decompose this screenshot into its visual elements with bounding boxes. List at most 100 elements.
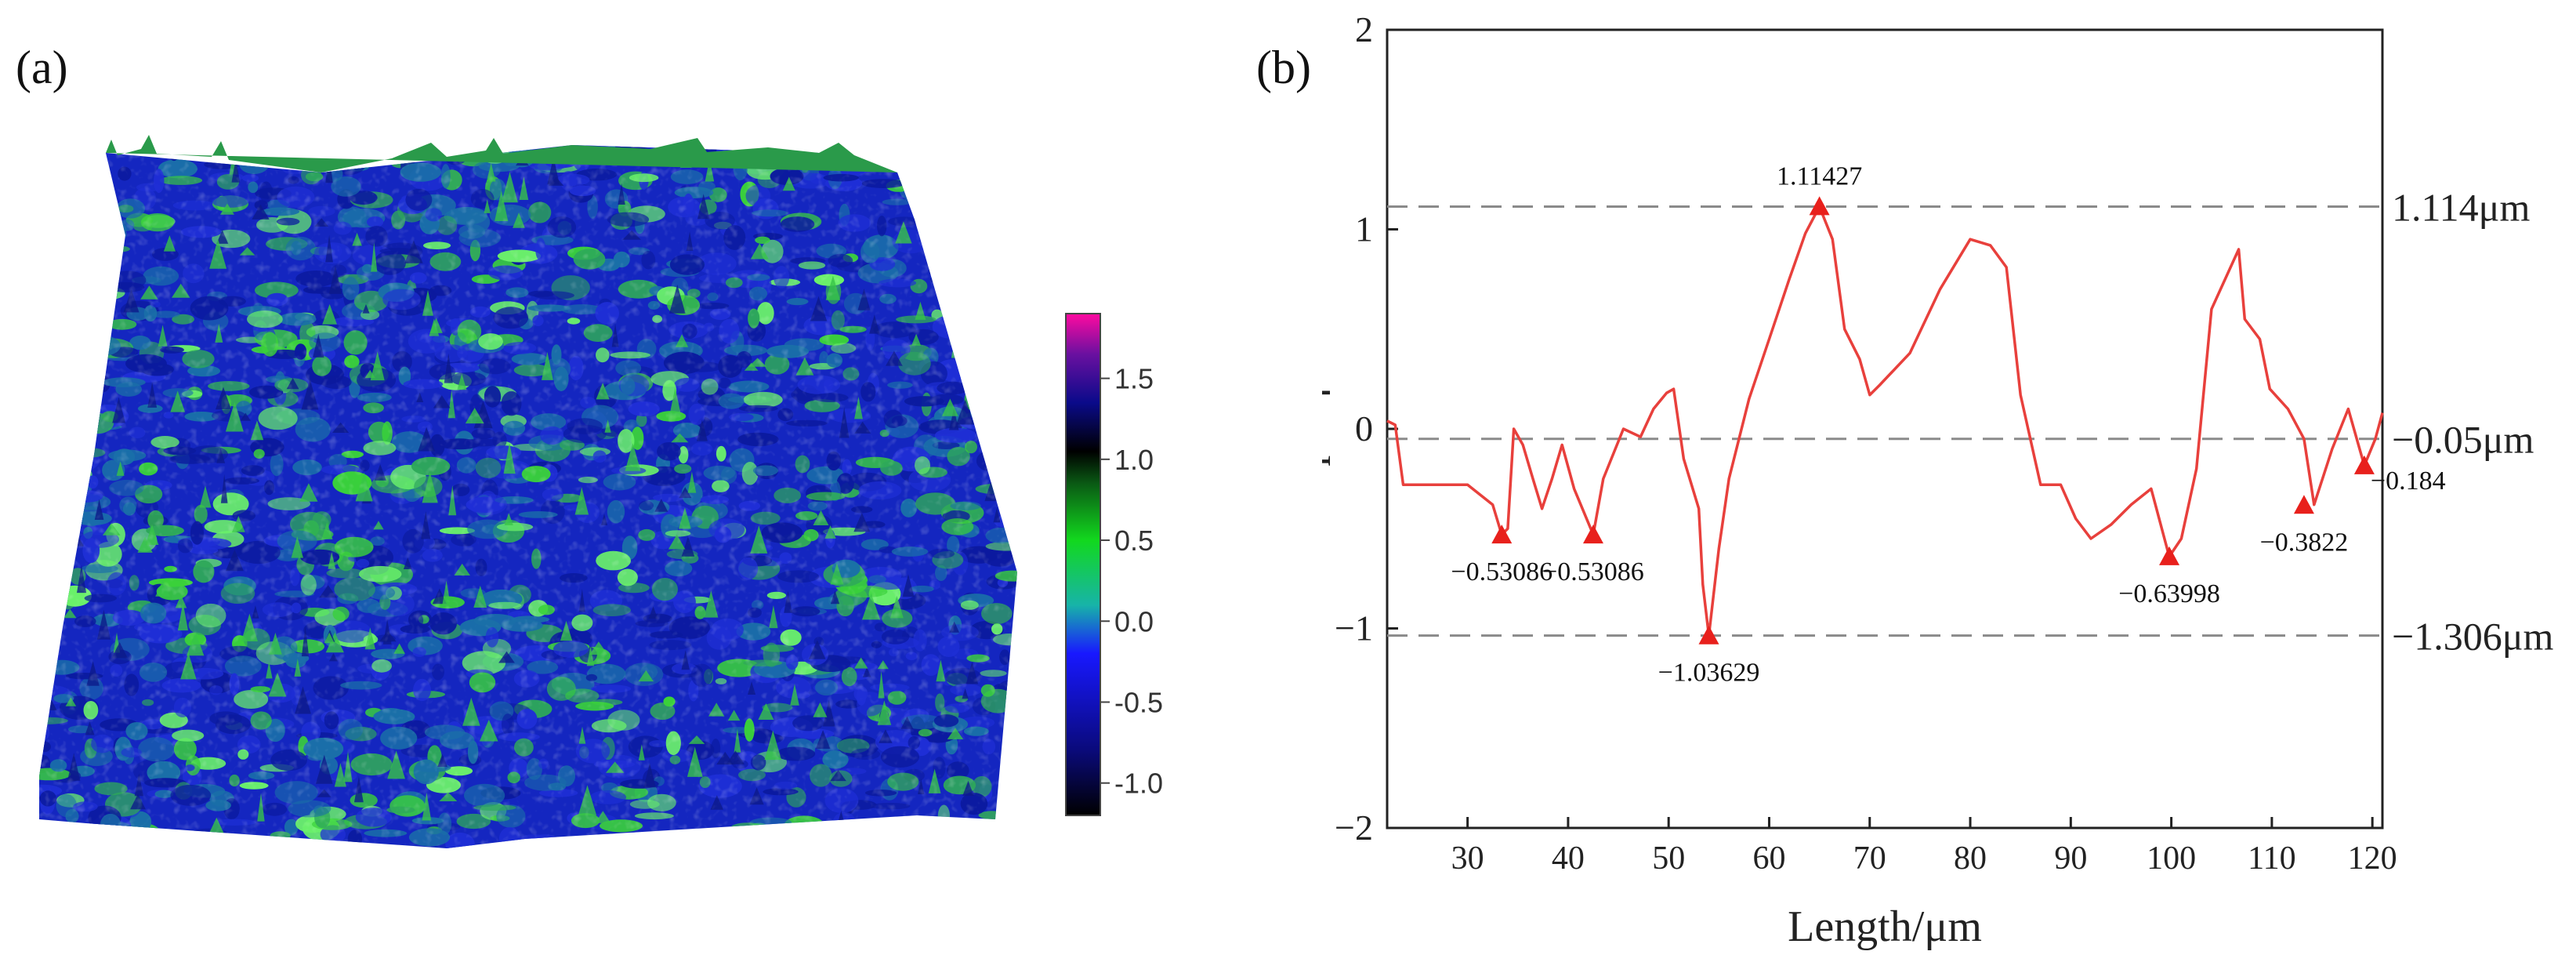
surface-patch — [44, 273, 81, 289]
surface-patch — [1005, 470, 1017, 493]
x-axis: 30 40 50 60 70 80 90 100 110 120 — [1451, 817, 2397, 877]
surface-patch — [976, 255, 995, 268]
surface-patch — [168, 145, 180, 162]
peak-marker — [2159, 546, 2180, 565]
surface-patch — [1002, 270, 1017, 281]
surface-patch — [345, 149, 377, 156]
surface-patch — [583, 838, 607, 846]
surface-patch — [52, 347, 77, 365]
profile-chart: 1.114μm −0.05μm −1.306μm 30 40 50 60 70 80 90 100… — [1322, 9, 2554, 951]
surface-patch — [703, 830, 740, 842]
marker-label: −0.184 — [2371, 467, 2446, 496]
x-tick-label: 60 — [1752, 840, 1785, 877]
surface-spike — [85, 270, 96, 300]
surface-patch — [173, 145, 201, 147]
x-tick-label: 70 — [1853, 840, 1886, 877]
colorbar-tick-label: 0.5 — [1114, 525, 1154, 557]
marker-label: −0.3822 — [2260, 528, 2349, 557]
surface-patch — [47, 146, 89, 154]
plot-area — [1386, 28, 2384, 830]
x-tick-label: 80 — [1954, 840, 1987, 877]
surface-patch — [976, 145, 1007, 148]
surface-patch — [903, 153, 914, 177]
surface-patch — [909, 834, 944, 848]
surface-patch — [742, 830, 761, 845]
y-tick-label: −1 — [1335, 608, 1373, 648]
surface-patch — [712, 145, 742, 147]
surface-patch — [56, 383, 99, 390]
surface-patch — [908, 198, 935, 205]
surface-patch — [71, 176, 108, 186]
surface-patch — [63, 183, 104, 208]
surface-patch — [40, 387, 56, 412]
surface-patch — [622, 133, 643, 144]
surface-patch — [992, 133, 1020, 139]
surface-patch — [995, 480, 1017, 487]
surface-patch — [65, 216, 100, 227]
surface-patch — [50, 521, 75, 543]
x-tick-label: 40 — [1552, 840, 1585, 877]
surface-patch — [982, 285, 1013, 292]
surface-patch — [73, 835, 91, 846]
surface-patch — [725, 834, 751, 845]
surface-patch — [39, 379, 56, 396]
surface-patch — [752, 133, 762, 141]
surface-patch — [39, 637, 60, 648]
surface-patch — [596, 833, 634, 848]
surface-top-edge — [106, 135, 897, 172]
surface-patch — [1006, 317, 1017, 327]
surface-patch — [42, 316, 52, 326]
surface-patch — [62, 399, 76, 415]
surface-patch — [955, 297, 988, 314]
surface-patch — [870, 825, 900, 834]
colorbar-tick-label: -0.5 — [1114, 686, 1163, 718]
surface-patch — [620, 832, 655, 847]
surface-patch — [953, 268, 995, 286]
surface-patch — [53, 206, 67, 223]
colorbar: 1.5 1.0 0.5 0.0 -0.5 -1.0 — [1065, 313, 1163, 816]
surface-spike — [63, 436, 76, 455]
y-axis-label: Depth/μm — [1322, 340, 1331, 517]
y-tick-label: −2 — [1335, 808, 1373, 848]
surface-patch — [998, 359, 1017, 369]
reference-lines: 1.114μm −0.05μm −1.306μm — [1387, 185, 2554, 659]
y-tick-label: 2 — [1355, 9, 1373, 49]
surface-patch — [974, 149, 991, 160]
surface-patch — [989, 159, 1009, 180]
x-tick-label: 120 — [2348, 840, 2397, 877]
peak-marker — [2293, 495, 2314, 514]
peak-marker — [1491, 525, 1513, 544]
surface-patch — [940, 158, 976, 180]
surface-patch — [947, 256, 982, 268]
surface-patch — [63, 343, 98, 361]
surface-patch — [926, 171, 961, 187]
surface-patch — [925, 237, 966, 263]
marker-label: −0.63998 — [2118, 579, 2220, 608]
surface-patch — [94, 208, 109, 227]
surface-spike — [50, 180, 64, 199]
surface-patch — [42, 503, 85, 520]
surface-patch — [989, 404, 1005, 422]
markers: −0.53086−0.53086 −1.03629 1.11427 −0.63998 −… — [1451, 162, 2445, 687]
surface-patch — [970, 390, 985, 410]
surface-patch — [43, 467, 55, 477]
surface-patch — [505, 840, 517, 848]
peak-marker — [1809, 196, 1830, 216]
surface-patch — [998, 474, 1017, 496]
x-tick-label: 100 — [2147, 840, 2196, 877]
surface-patch — [78, 383, 94, 395]
surface-spike — [51, 267, 66, 296]
panel-a-label: (a) — [16, 42, 68, 93]
surface-spike — [43, 371, 60, 379]
surface-patch — [989, 252, 1009, 260]
surface-patch — [100, 224, 111, 245]
surface-patch — [989, 402, 1002, 423]
surface-patch — [946, 824, 969, 834]
surface-spike — [237, 145, 251, 151]
surface-patch — [917, 171, 929, 178]
surface-patch — [988, 261, 1005, 277]
surface-patch — [944, 274, 977, 292]
surface-spike — [69, 367, 87, 392]
peak-marker — [1698, 625, 1719, 644]
